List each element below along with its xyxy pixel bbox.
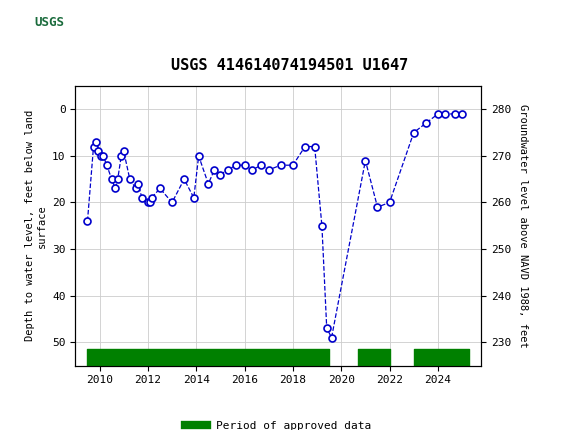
Y-axis label: Depth to water level, feet below land
surface: Depth to water level, feet below land su… [25,110,46,341]
Text: USGS 414614074194501 U1647: USGS 414614074194501 U1647 [171,58,409,73]
Legend: Period of approved data: Period of approved data [181,417,376,430]
Y-axis label: Groundwater level above NAVD 1988, feet: Groundwater level above NAVD 1988, feet [519,104,528,347]
Text: USGS: USGS [34,16,64,29]
Bar [6,4,93,43]
